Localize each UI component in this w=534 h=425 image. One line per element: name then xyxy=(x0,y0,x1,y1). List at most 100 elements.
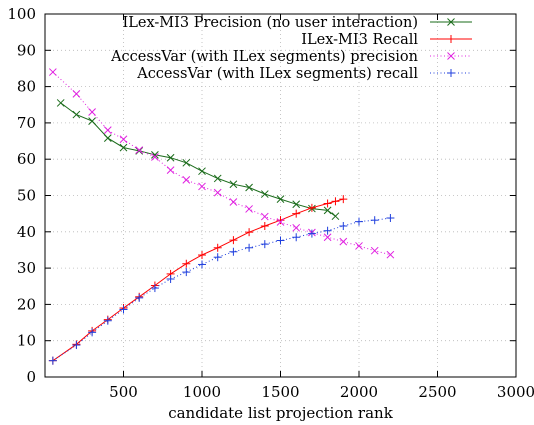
data-point xyxy=(276,216,285,225)
data-point xyxy=(260,212,269,221)
data-point xyxy=(166,166,175,174)
data-point xyxy=(103,126,112,135)
data-point xyxy=(292,233,301,242)
data-point xyxy=(182,176,191,184)
data-point xyxy=(198,260,206,269)
data-point xyxy=(72,341,81,350)
data-point xyxy=(150,284,159,293)
grid-lines xyxy=(45,14,516,377)
data-point xyxy=(182,259,191,268)
series-4 xyxy=(48,214,395,365)
y-tick-label: 20 xyxy=(17,295,36,313)
data-point xyxy=(103,134,112,142)
data-point xyxy=(260,190,269,198)
legend-label: ILex-MI3 Recall xyxy=(301,32,418,48)
data-point xyxy=(331,197,340,206)
legend-marker xyxy=(447,35,455,43)
data-point xyxy=(48,68,57,76)
y-tick-label: 90 xyxy=(17,41,36,59)
data-point xyxy=(213,243,222,252)
y-tick-label: 60 xyxy=(17,150,36,168)
data-point xyxy=(182,158,191,167)
legend: ILex-MI3 Precision (no user interaction)… xyxy=(110,15,472,82)
data-point xyxy=(386,250,395,259)
data-point xyxy=(386,214,395,223)
data-point xyxy=(292,223,301,232)
data-point xyxy=(48,356,57,365)
data-point xyxy=(213,188,222,197)
data-point xyxy=(370,216,379,225)
series-2 xyxy=(48,195,348,365)
legend-label: AccessVar (with ILex segments) precision xyxy=(110,49,418,65)
data-point xyxy=(245,228,254,237)
data-point xyxy=(307,229,316,238)
data-point xyxy=(323,233,332,242)
data-point xyxy=(276,236,285,245)
legend-label: AccessVar (with ILex segments) recall xyxy=(136,66,418,82)
legend-marker xyxy=(447,69,455,77)
data-point xyxy=(151,150,159,159)
data-point xyxy=(88,108,96,116)
y-tick-label: 50 xyxy=(17,187,36,205)
data-point xyxy=(323,206,332,215)
data-point xyxy=(355,242,363,250)
data-point xyxy=(88,328,97,337)
data-point xyxy=(245,183,253,192)
data-point xyxy=(229,198,238,206)
data-point xyxy=(135,146,144,155)
data-point xyxy=(370,246,379,255)
series-line xyxy=(52,217,391,362)
y-tick-label: 30 xyxy=(17,259,36,277)
x-tick-label: 500 xyxy=(109,383,138,401)
y-tick-label: 100 xyxy=(7,5,36,23)
data-point xyxy=(260,240,269,249)
data-point xyxy=(323,226,332,235)
legend-label: ILex-MI3 Precision (no user interaction) xyxy=(123,15,418,31)
series-line xyxy=(52,198,344,362)
data-point xyxy=(245,243,254,252)
axis-ticks: 0 10 20 30 40 50 60 70 80 90 100 500 1000 1500 2000 250… xyxy=(7,5,534,401)
data-point xyxy=(198,251,206,260)
x-axis-title: candidate list projection rank xyxy=(168,404,394,422)
y-tick-label: 0 xyxy=(26,368,36,386)
data-point xyxy=(72,110,81,119)
data-point xyxy=(135,293,144,302)
data-point xyxy=(72,90,81,98)
data-point xyxy=(276,218,285,226)
data-point xyxy=(198,167,206,176)
x-tick-label: 3000 xyxy=(497,383,534,401)
legend-marker xyxy=(447,52,455,60)
data-point xyxy=(103,316,112,325)
plot-series xyxy=(48,68,395,365)
data-point xyxy=(213,253,222,262)
y-tick-label: 40 xyxy=(17,223,36,241)
y-tick-label: 80 xyxy=(17,78,36,96)
data-point xyxy=(166,274,175,283)
data-point xyxy=(182,268,191,277)
y-tick-label: 70 xyxy=(17,114,36,132)
data-point xyxy=(292,209,301,218)
data-point xyxy=(260,221,269,230)
data-point xyxy=(56,99,65,107)
data-point xyxy=(292,200,301,209)
legend-marker xyxy=(447,18,455,26)
data-point xyxy=(213,174,222,183)
data-point xyxy=(119,305,128,314)
series-3 xyxy=(48,68,395,259)
data-point xyxy=(119,135,128,144)
data-point xyxy=(88,117,96,125)
series-1 xyxy=(56,99,340,221)
y-tick-label: 10 xyxy=(17,332,36,350)
data-point xyxy=(245,205,253,213)
data-point xyxy=(339,221,348,230)
data-point xyxy=(229,180,238,189)
data-point xyxy=(198,182,206,191)
data-point xyxy=(339,195,348,204)
data-point xyxy=(323,199,332,208)
x-tick-label: 2000 xyxy=(340,383,378,401)
data-point xyxy=(151,153,159,161)
data-point xyxy=(229,236,238,245)
data-point xyxy=(276,195,285,203)
data-point xyxy=(339,237,348,246)
data-point xyxy=(135,146,144,154)
